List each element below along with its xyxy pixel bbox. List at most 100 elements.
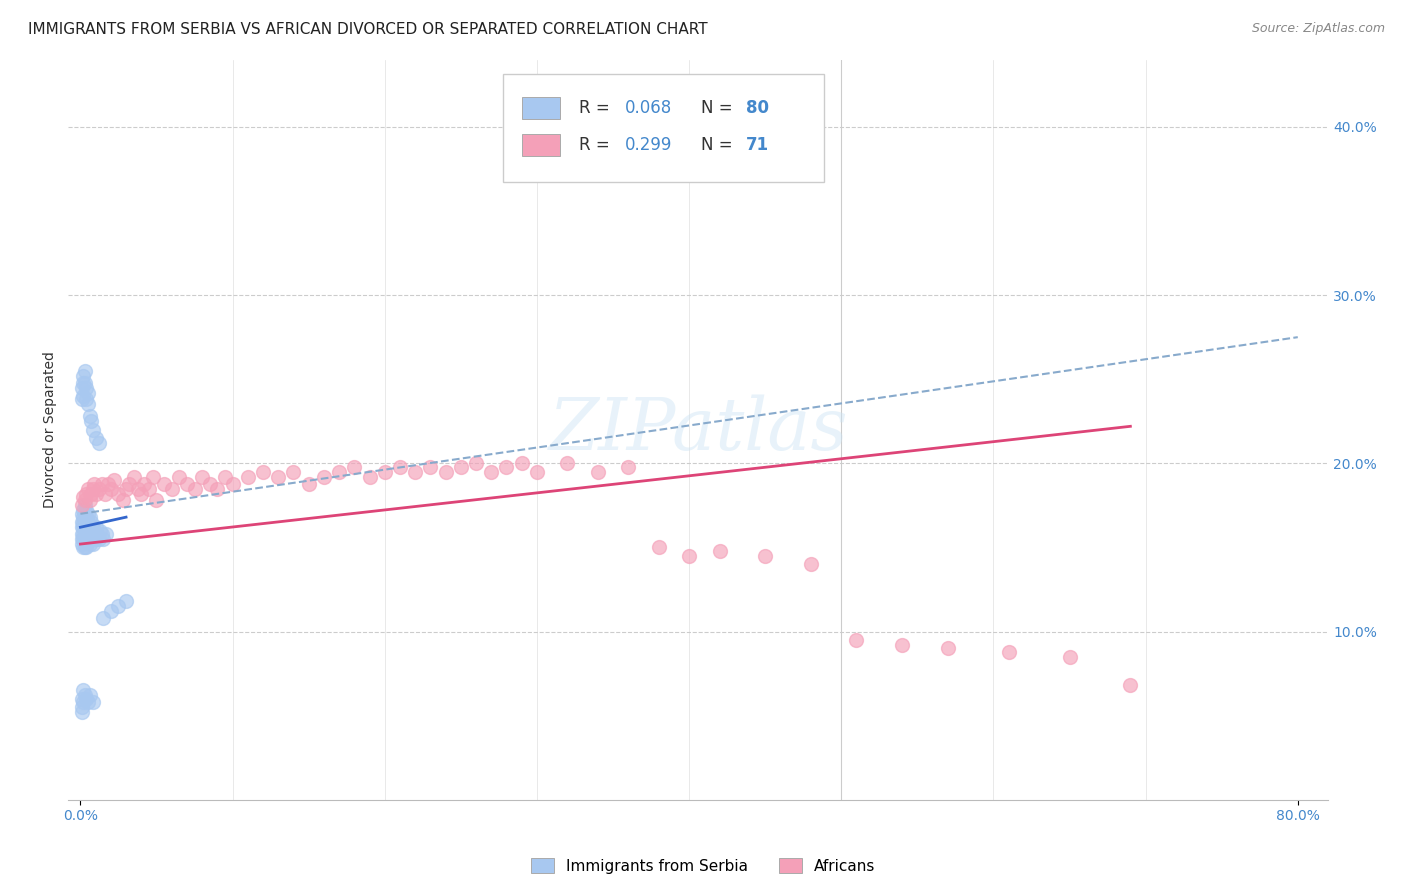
Point [73, 527, 96, 541]
Point [617, 459, 640, 474]
Point [80, 532, 103, 546]
Point [754, 549, 776, 563]
Point [129, 486, 152, 500]
Point [80, 414, 103, 428]
Text: 71: 71 [747, 136, 769, 153]
Point [73, 507, 96, 521]
Point [79, 537, 101, 551]
Point [72, 368, 94, 383]
Point [72, 389, 94, 403]
Point [86, 527, 108, 541]
Point [100, 604, 122, 618]
Point [82, 520, 104, 534]
Point [207, 482, 229, 496]
Point [450, 459, 472, 474]
Point [72, 541, 94, 555]
Text: N =: N = [700, 136, 738, 153]
Point [404, 465, 426, 479]
Text: R =: R = [578, 99, 614, 117]
Point [153, 476, 176, 491]
Point [298, 476, 321, 491]
Point [80, 486, 103, 500]
Point [283, 465, 305, 479]
Point [73, 520, 96, 534]
Point [557, 456, 579, 470]
Text: IMMIGRANTS FROM SERBIA VS AFRICAN DIVORCED OR SEPARATED CORRELATION CHART: IMMIGRANTS FROM SERBIA VS AFRICAN DIVORC… [28, 22, 707, 37]
Point [72, 527, 94, 541]
Point [221, 476, 243, 491]
Point [434, 465, 457, 479]
Point [83, 476, 105, 491]
Point [72, 490, 94, 504]
Point [70, 381, 93, 395]
Point [1119, 678, 1142, 692]
Point [70, 527, 93, 541]
Point [76, 510, 98, 524]
Point [145, 493, 167, 508]
Point [77, 695, 100, 709]
Text: N =: N = [700, 99, 738, 117]
Point [90, 527, 112, 541]
Point [80, 524, 103, 538]
Point [87, 482, 110, 496]
Point [76, 541, 98, 555]
Point [936, 641, 959, 656]
Point [79, 689, 101, 703]
Point [87, 436, 110, 450]
Point [73, 493, 96, 508]
Point [77, 515, 100, 529]
Point [1059, 649, 1081, 664]
Point [142, 470, 165, 484]
Point [73, 499, 96, 513]
Point [82, 537, 104, 551]
Point [122, 470, 145, 484]
Point [84, 486, 107, 500]
Point [115, 482, 138, 496]
Point [82, 482, 104, 496]
Point [160, 482, 183, 496]
Point [343, 459, 366, 474]
Point [91, 611, 114, 625]
Point [76, 532, 98, 546]
Point [76, 486, 98, 500]
Text: ZIPatlas: ZIPatlas [548, 394, 848, 465]
Point [77, 482, 100, 496]
Point [115, 594, 138, 608]
Point [73, 515, 96, 529]
Point [510, 456, 533, 470]
Point [359, 470, 381, 484]
Point [84, 532, 107, 546]
Point [138, 482, 160, 496]
Point [96, 527, 118, 541]
Point [76, 392, 98, 407]
Point [103, 473, 125, 487]
Point [91, 532, 114, 546]
Point [87, 532, 110, 546]
Point [72, 520, 94, 534]
Point [127, 482, 149, 496]
Point [70, 537, 93, 551]
Point [79, 510, 101, 524]
Point [79, 520, 101, 534]
Y-axis label: Divorced or Separated: Divorced or Separated [44, 351, 58, 508]
Point [70, 499, 93, 513]
Point [267, 470, 290, 484]
Point [79, 493, 101, 508]
Point [83, 532, 105, 546]
Point [79, 527, 101, 541]
Point [77, 507, 100, 521]
Legend: Immigrants from Serbia, Africans: Immigrants from Serbia, Africans [524, 852, 882, 880]
Point [328, 465, 350, 479]
Point [465, 456, 488, 470]
Point [70, 532, 93, 546]
Point [82, 527, 104, 541]
Point [214, 470, 236, 484]
Point [183, 482, 205, 496]
Point [70, 392, 93, 407]
Point [419, 459, 441, 474]
Point [76, 527, 98, 541]
Point [70, 507, 93, 521]
Point [73, 532, 96, 546]
Point [845, 632, 868, 647]
Point [76, 381, 98, 395]
